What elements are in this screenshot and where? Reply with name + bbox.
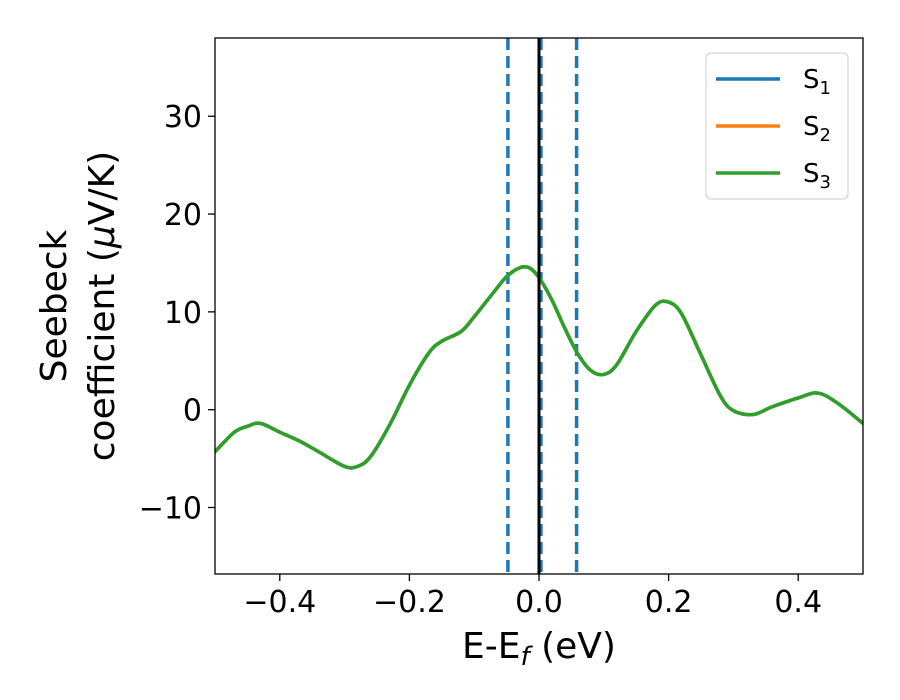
y-tick-label: −10 bbox=[139, 491, 202, 526]
y-axis-title-pre: coefficient ( bbox=[82, 248, 123, 461]
legend-label-s1: S1 bbox=[803, 65, 831, 99]
series-line-s3 bbox=[215, 264, 863, 470]
x-tick-label: 0.4 bbox=[774, 585, 822, 620]
legend-label-subscript: 2 bbox=[820, 125, 831, 146]
x-axis-title-main: E-E bbox=[462, 626, 520, 667]
x-tick-label: 0.0 bbox=[515, 585, 563, 620]
legend-label-main: S bbox=[803, 159, 820, 189]
x-axis-title-unit: (eV) bbox=[530, 626, 616, 667]
y-axis-title-line1: Seebeck bbox=[34, 229, 75, 382]
y-axis-title-line2: coefficient (μV/K) bbox=[82, 151, 123, 461]
legend-label-subscript: 1 bbox=[820, 78, 831, 99]
legend-label-main: S bbox=[803, 65, 820, 95]
y-tick-label: 30 bbox=[164, 100, 202, 135]
y-tick-label: 0 bbox=[183, 394, 202, 429]
y-axis-title-post: V/K) bbox=[82, 151, 123, 225]
x-tick-label: −0.2 bbox=[373, 585, 446, 620]
y-tick-label: 20 bbox=[164, 198, 202, 233]
x-axis-title: E-Ef (eV) bbox=[462, 626, 616, 672]
y-axis: −10 0 10 20 30 bbox=[139, 100, 215, 526]
y-tick-label: 10 bbox=[164, 296, 202, 331]
x-tick-label: −0.4 bbox=[243, 585, 316, 620]
legend-label-s2: S2 bbox=[803, 112, 831, 146]
y-axis-title-mu: μ bbox=[82, 225, 123, 249]
legend-label-main: S bbox=[803, 112, 820, 142]
x-tick-label: 0.2 bbox=[645, 585, 693, 620]
x-axis: −0.4 −0.2 0.0 0.2 0.4 bbox=[243, 574, 822, 620]
legend-label-s3: S3 bbox=[803, 159, 831, 193]
legend-label-subscript: 3 bbox=[820, 172, 831, 193]
plot-area bbox=[215, 38, 863, 574]
